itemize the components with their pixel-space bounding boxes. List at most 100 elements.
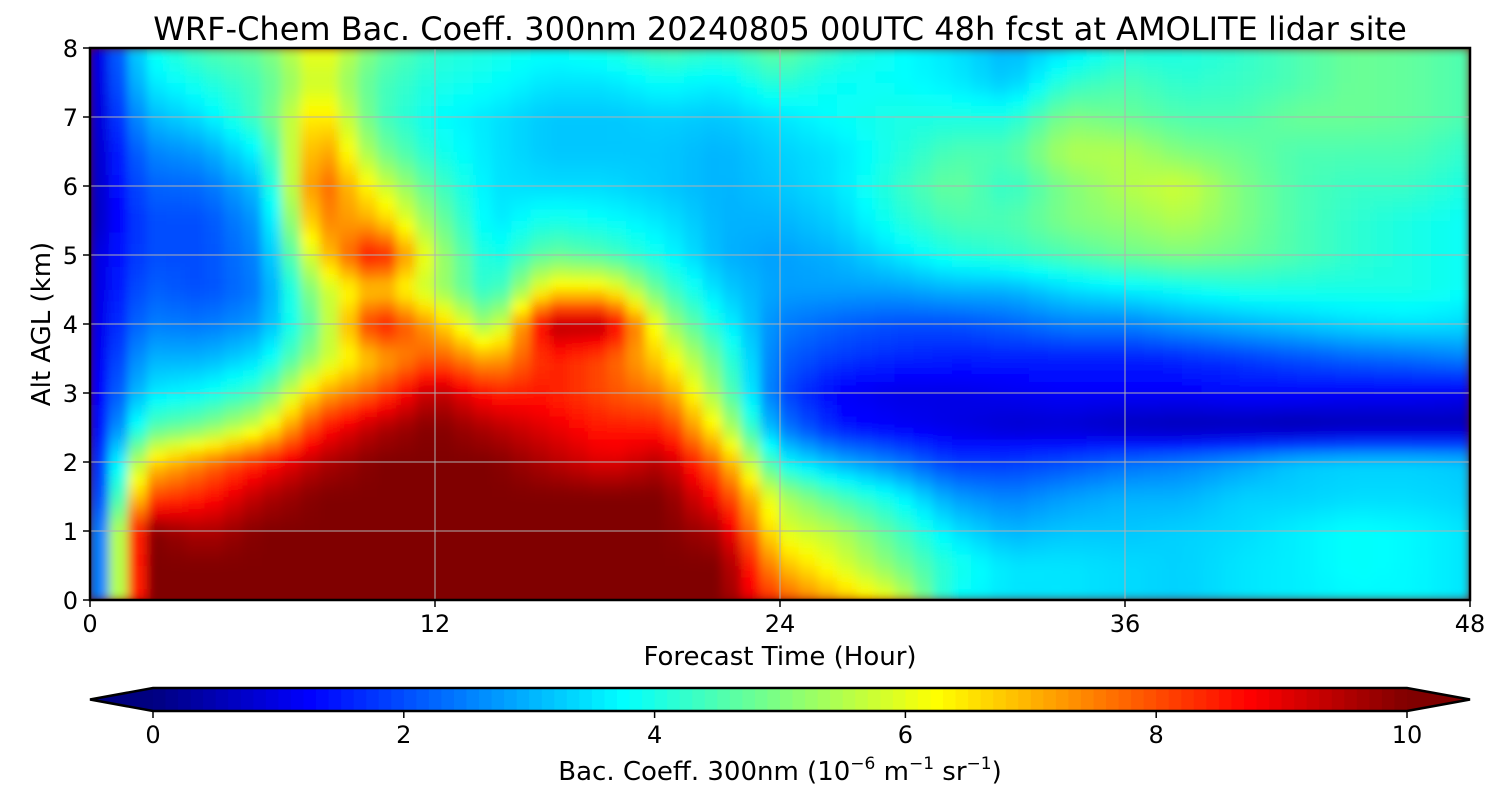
heatmap-cell <box>990 266 1011 279</box>
heatmap-cell <box>722 289 743 302</box>
heatmap-cell <box>108 404 129 417</box>
heatmap-cell <box>1047 461 1068 474</box>
heatmap-cell <box>798 300 819 313</box>
heatmap-cell <box>683 323 704 336</box>
heatmap-cell <box>760 151 781 164</box>
heatmap-cell <box>319 162 340 175</box>
colorbar-segment <box>729 688 743 711</box>
heatmap-cell <box>645 576 666 589</box>
heatmap-cell <box>492 415 513 428</box>
heatmap-cell <box>1354 438 1375 451</box>
heatmap-cell <box>779 48 800 60</box>
heatmap-cell <box>377 553 398 566</box>
heatmap-cell <box>1162 70 1183 83</box>
heatmap-cell <box>760 530 781 543</box>
heatmap-cell <box>415 208 436 221</box>
heatmap-cell <box>913 243 934 256</box>
heatmap-cell <box>472 484 493 497</box>
heatmap-cell <box>319 565 340 578</box>
heatmap-cell <box>434 254 455 267</box>
heatmap-cell <box>530 93 551 106</box>
heatmap-cell <box>242 461 263 474</box>
heatmap-cell <box>262 139 283 152</box>
heatmap-cell <box>166 243 187 256</box>
heatmap-cell <box>185 323 206 336</box>
heatmap-cell <box>90 59 110 72</box>
heatmap-cell <box>971 277 992 290</box>
heatmap-cell <box>932 473 953 486</box>
heatmap-cell <box>741 254 762 267</box>
heatmap-cell <box>971 323 992 336</box>
heatmap-cell <box>1316 59 1337 72</box>
heatmap-cell <box>338 542 359 555</box>
heatmap-cell <box>281 105 302 118</box>
heatmap-cell <box>223 105 244 118</box>
heatmap-cell <box>147 588 168 600</box>
heatmap-cell <box>1258 358 1279 371</box>
heatmap-cell <box>971 530 992 543</box>
heatmap-cell <box>1124 381 1145 394</box>
heatmap-cell <box>1354 289 1375 302</box>
heatmap-cell <box>779 381 800 394</box>
heatmap-cell <box>90 553 110 566</box>
heatmap-cell <box>607 300 628 313</box>
heatmap-cell <box>127 231 148 244</box>
heatmap-cell <box>1143 277 1164 290</box>
heatmap-cell <box>779 243 800 256</box>
heatmap-cell <box>894 565 915 578</box>
heatmap-cell <box>817 507 838 520</box>
heatmap-cell <box>837 461 858 474</box>
heatmap-cell <box>338 162 359 175</box>
heatmap-cell <box>1105 392 1126 405</box>
heatmap-cell <box>875 174 896 187</box>
heatmap-cell <box>377 70 398 83</box>
colorbar-segment <box>1118 688 1132 711</box>
heatmap-cell <box>1450 392 1470 405</box>
heatmap-cell <box>281 438 302 451</box>
heatmap-cell <box>1373 369 1394 382</box>
heatmap-cell <box>492 312 513 325</box>
heatmap-cell <box>1277 565 1298 578</box>
heatmap-cell <box>530 530 551 543</box>
heatmap-cell <box>817 312 838 325</box>
heatmap-cell <box>894 415 915 428</box>
heatmap-cell <box>147 507 168 520</box>
heatmap-cell <box>377 415 398 428</box>
heatmap-cell <box>281 346 302 359</box>
heatmap-cell <box>1239 565 1260 578</box>
heatmap-cell <box>1047 70 1068 83</box>
heatmap-cell <box>1028 346 1049 359</box>
heatmap-cell <box>281 70 302 83</box>
heatmap-cell <box>760 48 781 60</box>
heatmap-cell <box>990 93 1011 106</box>
heatmap-cell <box>223 576 244 589</box>
heatmap-cell <box>626 553 647 566</box>
heatmap-cell <box>837 174 858 187</box>
heatmap-cell <box>147 277 168 290</box>
heatmap-cell <box>127 197 148 210</box>
heatmap-cell <box>90 289 110 302</box>
heatmap-cell <box>1412 507 1433 520</box>
heatmap-cell <box>626 312 647 325</box>
heatmap-cell <box>281 496 302 509</box>
colorbar-segment <box>554 688 568 711</box>
heatmap-cell <box>319 427 340 440</box>
heatmap-cell <box>702 415 723 428</box>
heatmap-cell <box>587 530 608 543</box>
heatmap-cell <box>1220 231 1241 244</box>
heatmap-cell <box>1431 151 1452 164</box>
x-tick-label: 36 <box>1110 610 1141 638</box>
heatmap-cell <box>1009 243 1030 256</box>
heatmap-cell <box>932 565 953 578</box>
heatmap-cell <box>1143 438 1164 451</box>
heatmap-cell <box>607 312 628 325</box>
heatmap-cell <box>434 208 455 221</box>
heatmap-cell <box>741 266 762 279</box>
heatmap-cell <box>683 70 704 83</box>
heatmap-cell <box>530 48 551 60</box>
heatmap-cell <box>952 427 973 440</box>
heatmap-cell <box>913 93 934 106</box>
heatmap-cell <box>1086 507 1107 520</box>
heatmap-cell <box>1220 185 1241 198</box>
heatmap-cell <box>204 335 225 348</box>
